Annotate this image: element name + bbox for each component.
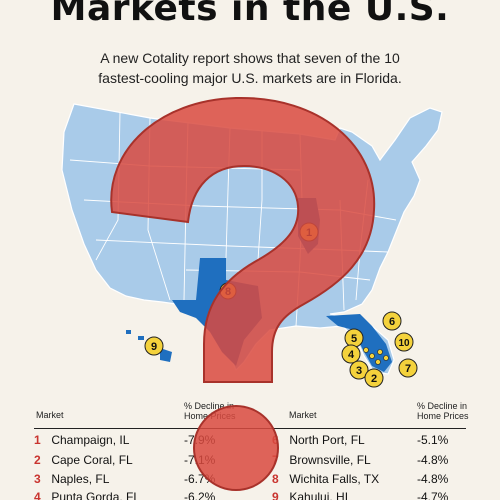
market-name: Naples, FL — [51, 472, 110, 486]
svg-text:1: 1 — [306, 227, 312, 239]
decline-value: -4.8% — [417, 472, 449, 486]
marker-1[interactable]: 1 — [299, 222, 319, 242]
svg-text:4: 4 — [348, 349, 355, 361]
col-header-market-right: Market — [289, 410, 317, 420]
svg-text:7: 7 — [405, 363, 411, 375]
col-header-decline-right: % Decline in Home Prices — [417, 401, 469, 421]
rank-number: 6 — [272, 433, 279, 447]
marker-10[interactable]: 10 — [394, 332, 414, 352]
svg-text:5: 5 — [351, 333, 357, 345]
marker-5[interactable]: 5 — [344, 328, 364, 348]
col-header-market-left: Market — [36, 410, 64, 420]
table-header-rule — [34, 428, 466, 429]
table-row: 3 Naples, FL — [34, 472, 109, 486]
marker-9[interactable]: 9 — [144, 336, 164, 356]
page-title: Markets in the U.S. — [50, 0, 450, 29]
col-header-decline-left: % Decline in Home Prices — [184, 401, 236, 421]
subtitle-line-2: fastest-cooling major U.S. markets are i… — [98, 70, 402, 86]
rank-number: 3 — [34, 472, 41, 486]
decline-value: -6.7% — [184, 472, 216, 486]
decline-value: -7.9% — [184, 433, 216, 447]
subtitle-line-1: A new Cotality report shows that seven o… — [100, 50, 400, 66]
decline-value: -5.1% — [417, 433, 449, 447]
table-row: 9 Kahului, HI — [272, 490, 348, 500]
market-name: Cape Coral, FL — [51, 453, 133, 467]
svg-text:3: 3 — [356, 365, 362, 377]
decline-value: -6.2% — [184, 490, 216, 500]
decline-value: -4.7% — [417, 490, 449, 500]
table-row: 8 Wichita Falls, TX — [272, 472, 379, 486]
market-name: Kahului, HI — [289, 490, 349, 500]
table-row: 7 Brownsville, FL — [272, 453, 371, 467]
market-name: Wichita Falls, TX — [289, 472, 380, 486]
table-row: 6 North Port, FL — [272, 433, 365, 447]
rank-number: 8 — [272, 472, 279, 486]
rank-number: 4 — [34, 490, 41, 500]
rank-number: 9 — [272, 490, 279, 500]
svg-text:2: 2 — [371, 373, 377, 385]
svg-text:8: 8 — [225, 286, 231, 298]
market-name: North Port, FL — [289, 433, 365, 447]
svg-text:6: 6 — [389, 316, 395, 328]
table-row: 1 Champaign, IL — [34, 433, 129, 447]
marker-2[interactable]: 2 — [364, 368, 384, 388]
decline-value: -7.1% — [184, 453, 216, 467]
svg-text:9: 9 — [151, 341, 157, 353]
marker-8[interactable]: 8 — [219, 282, 237, 300]
market-name: Punta Gorda, FL — [51, 490, 141, 500]
marker-7[interactable]: 7 — [398, 358, 418, 378]
rank-number: 7 — [272, 453, 279, 467]
market-name: Champaign, IL — [51, 433, 130, 447]
table-row: 4 Punta Gorda, FL — [34, 490, 140, 500]
rank-number: 2 — [34, 453, 41, 467]
market-name: Brownsville, FL — [289, 453, 371, 467]
florida-highlight — [326, 314, 392, 372]
table-row: 2 Cape Coral, FL — [34, 453, 133, 467]
decline-value: -4.8% — [417, 453, 449, 467]
marker-6[interactable]: 6 — [382, 311, 402, 331]
page-subtitle: A new Cotality report shows that seven o… — [40, 48, 460, 88]
rank-number: 1 — [34, 433, 41, 447]
svg-text:10: 10 — [398, 338, 410, 349]
marker-4[interactable]: 4 — [341, 344, 361, 364]
